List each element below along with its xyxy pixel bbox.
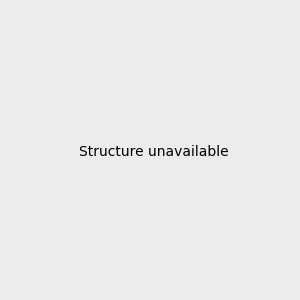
- Text: Structure unavailable: Structure unavailable: [79, 145, 229, 158]
